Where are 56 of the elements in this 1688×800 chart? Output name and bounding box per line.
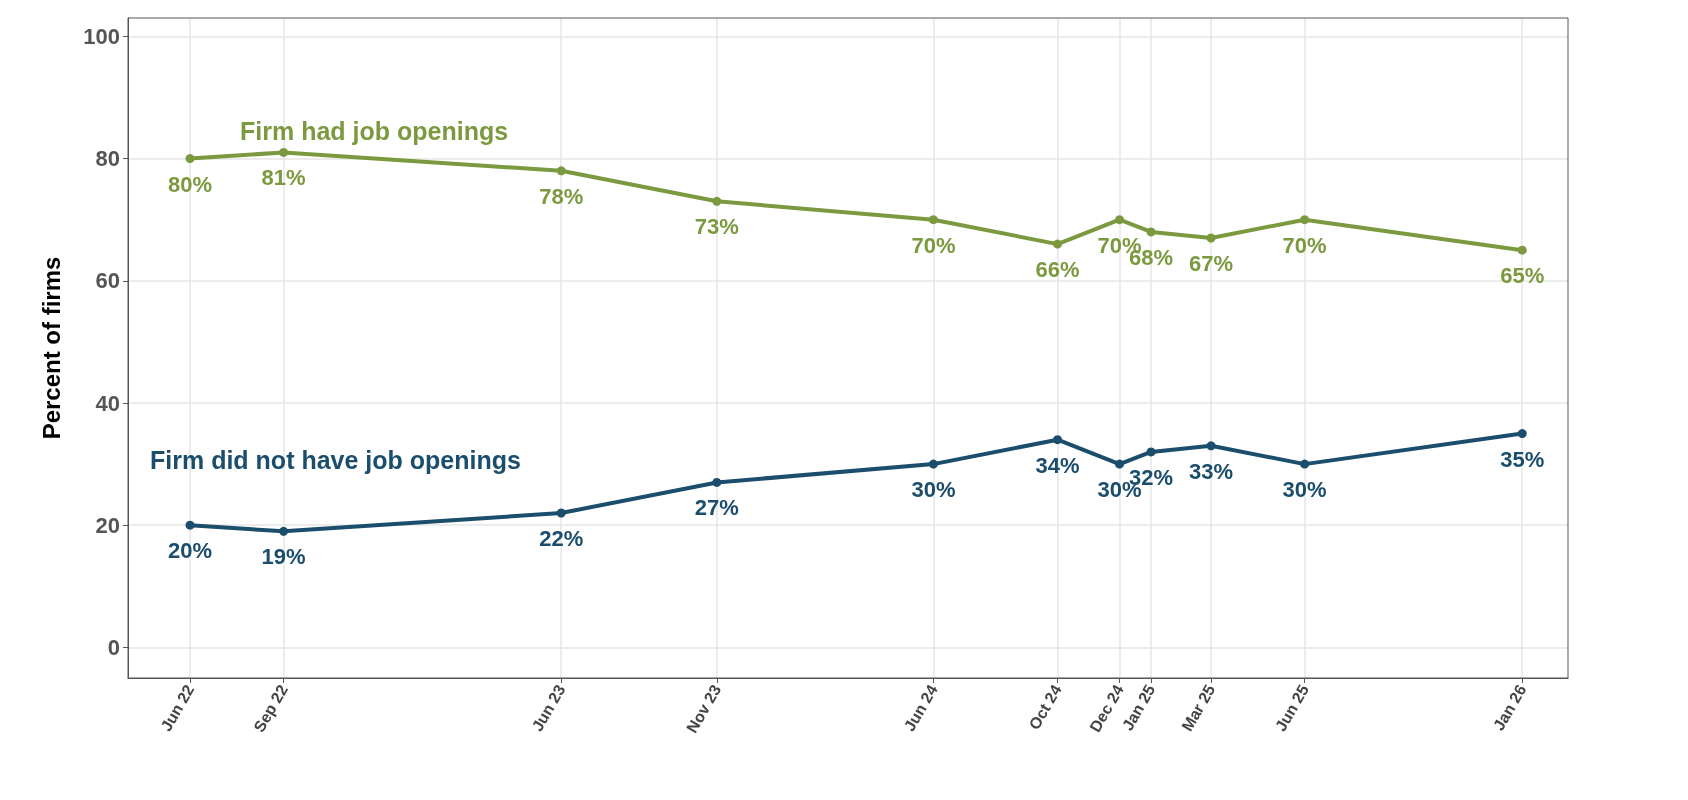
- x-tick-label: Sep 22: [250, 681, 291, 735]
- x-tick-label: Jun 22: [157, 681, 198, 735]
- point: [556, 508, 566, 518]
- point: [1300, 459, 1310, 469]
- y-tick-label: 100: [83, 23, 120, 49]
- y-tick-label: 0: [107, 634, 120, 660]
- point: [1053, 239, 1062, 249]
- point: [712, 477, 722, 487]
- series-label: Firm did not have job openings: [150, 445, 521, 474]
- x-tick-label: Jan 26: [1489, 681, 1530, 734]
- point: [1115, 459, 1125, 469]
- point: [1300, 215, 1310, 225]
- point: [279, 147, 289, 157]
- point: [928, 215, 938, 225]
- point: [1053, 435, 1062, 445]
- data-label: 22%: [539, 526, 584, 551]
- data-label: 34%: [1035, 452, 1080, 478]
- point: [1146, 227, 1156, 237]
- data-label: 33%: [1189, 458, 1234, 484]
- data-label: 27%: [694, 495, 739, 521]
- data-label: 78%: [539, 183, 584, 209]
- point: [1517, 429, 1527, 439]
- point: [928, 459, 938, 469]
- data-label: 66%: [1035, 257, 1080, 283]
- point: [556, 166, 566, 176]
- point: [185, 520, 195, 530]
- data-label: 73%: [694, 214, 739, 240]
- data-label: 30%: [1282, 477, 1327, 503]
- data-label: 19%: [261, 544, 306, 570]
- x-tick-label: Jun 23: [528, 681, 569, 735]
- point: [1517, 245, 1527, 255]
- point: [712, 196, 722, 206]
- y-tick-label: 20: [95, 512, 120, 538]
- x-tick-label: Oct 24: [1025, 681, 1065, 733]
- x-tick-label: Jun 25: [1271, 681, 1313, 735]
- point: [1206, 441, 1216, 451]
- data-label: 80%: [168, 171, 213, 197]
- data-label: 81%: [261, 165, 306, 191]
- point: [1146, 447, 1156, 457]
- point: [1115, 215, 1125, 225]
- data-label: 70%: [1282, 232, 1327, 258]
- y-tick-label: 80: [95, 146, 120, 172]
- y-tick-label: 60: [95, 268, 120, 294]
- y-tick-label: 40: [95, 390, 120, 416]
- data-label: 65%: [1500, 263, 1545, 289]
- point: [185, 154, 195, 164]
- data-label: 30%: [911, 477, 956, 503]
- point: [1206, 233, 1216, 243]
- data-label: 35%: [1500, 446, 1545, 472]
- point: [279, 526, 289, 536]
- data-label: 20%: [168, 538, 213, 564]
- y-axis-title: Percent of firms: [37, 256, 65, 440]
- data-label: 67%: [1189, 251, 1234, 276]
- series-label: Firm had job openings: [240, 117, 509, 146]
- x-tick-label: Jun 24: [900, 681, 941, 735]
- data-label: 70%: [911, 232, 956, 258]
